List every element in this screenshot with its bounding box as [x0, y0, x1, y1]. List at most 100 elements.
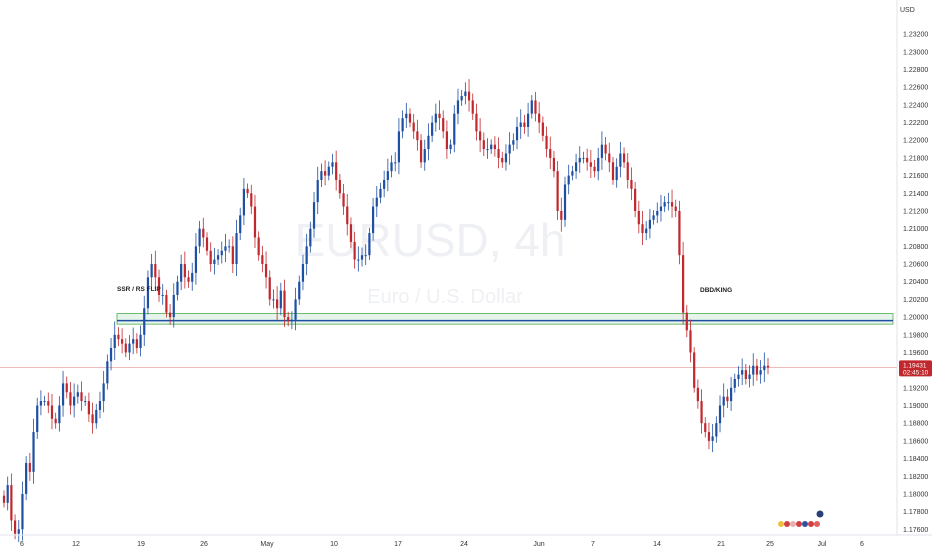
candle-body: [224, 246, 227, 251]
candle-body: [766, 365, 770, 368]
candle-body: [670, 202, 674, 207]
event-flag-icon[interactable]: [808, 521, 814, 527]
candle-body: [228, 246, 231, 248]
y-tick-label: 1.21200: [903, 208, 928, 215]
event-flag-icon[interactable]: [784, 521, 790, 527]
candle-body: [390, 162, 393, 172]
candle-body: [298, 281, 301, 300]
candle-body: [61, 383, 65, 406]
candle-body: [508, 144, 511, 154]
candle-body: [32, 432, 35, 472]
candle-body: [124, 343, 127, 353]
economic-events-icons[interactable]: [778, 510, 824, 528]
candle-body: [586, 157, 589, 163]
time-axis[interactable]: 6 12 19 26 May 10 17 24 Jun 7 14 21 25 Jul 6: [0, 534, 932, 548]
event-flag-icon[interactable]: [796, 521, 802, 527]
y-tick-label: 1.22600: [903, 85, 928, 92]
candle-body: [102, 383, 105, 402]
candle-body: [622, 153, 626, 163]
y-tick-label: 1.22200: [903, 120, 928, 127]
candle-body: [305, 246, 308, 265]
candle-body: [504, 153, 508, 163]
x-tick-label: 21: [717, 541, 725, 548]
candle-body: [689, 330, 692, 353]
supply-demand-zone[interactable]: [116, 313, 894, 325]
candle-body: [95, 409, 98, 424]
y-tick-label: 1.18200: [903, 474, 928, 481]
candle-body: [323, 171, 327, 176]
candle-body: [386, 171, 389, 181]
candle-body: [43, 401, 46, 403]
event-flag-icon[interactable]: [790, 521, 796, 527]
candle-body: [120, 339, 124, 344]
candle-body: [194, 246, 198, 273]
candle-body: [556, 171, 559, 211]
candle-body: [667, 202, 670, 204]
candle-body: [216, 255, 220, 260]
candle-body: [132, 339, 135, 344]
candle-body: [231, 246, 234, 265]
price-axis[interactable]: USD 1.17600 1.17800 1.18000 1.18200 1.18400 1…: [896, 0, 928, 535]
candle-body: [408, 113, 412, 123]
candle-body: [139, 334, 142, 349]
currency-label: USD: [900, 7, 915, 14]
candle-body: [497, 149, 500, 158]
candle-body: [73, 396, 76, 406]
candle-body: [615, 166, 618, 181]
candle-body: [741, 370, 744, 375]
candle-body: [209, 250, 212, 265]
candle-body: [574, 162, 578, 172]
event-flag-icon[interactable]: [778, 521, 784, 527]
candle-body: [449, 144, 452, 150]
candle-body: [128, 343, 131, 353]
candle-body: [25, 462, 28, 494]
candle-body: [168, 312, 172, 318]
y-tick-label: 1.18600: [903, 438, 928, 445]
candle-body: [213, 259, 216, 265]
candle-body: [729, 387, 733, 402]
event-flag-icon[interactable]: [816, 510, 824, 518]
candle-body: [656, 210, 659, 216]
candle-body: [678, 210, 681, 256]
candle-body: [198, 228, 201, 247]
candle-body: [150, 264, 153, 278]
candle-body: [759, 370, 762, 375]
candle-body: [560, 210, 563, 220]
candle-body: [416, 131, 419, 141]
candle-body: [69, 392, 72, 406]
candle-body: [91, 414, 94, 424]
x-tick-label: 6: [20, 541, 24, 548]
y-tick-label: 1.17600: [903, 527, 928, 534]
candle-body: [360, 255, 364, 260]
candle-body: [176, 281, 179, 295]
candle-body: [253, 206, 257, 238]
candle-body: [113, 334, 116, 349]
candle-body: [515, 126, 519, 141]
candle-body: [534, 100, 537, 114]
candle-body: [693, 352, 696, 388]
event-flag-icon[interactable]: [802, 521, 808, 527]
candle-body: [239, 215, 242, 234]
candle-body: [50, 405, 54, 419]
candle-body: [180, 264, 183, 282]
event-flag-icon[interactable]: [814, 521, 820, 527]
candle-body: [294, 299, 297, 320]
candle-body: [375, 197, 378, 207]
candle-body: [715, 423, 718, 437]
candle-body: [501, 157, 504, 163]
candle-body: [763, 365, 766, 371]
candle-body: [220, 250, 223, 256]
candle-body: [549, 149, 552, 158]
x-tick-label: 14: [653, 541, 661, 548]
candle-body: [172, 294, 175, 318]
candle-body: [752, 365, 755, 375]
candle-body: [379, 188, 382, 198]
candle-body: [383, 180, 386, 189]
candle-body: [442, 118, 445, 132]
y-tick-label: 1.22000: [903, 138, 928, 145]
candle-body: [438, 113, 441, 119]
candle-body: [157, 277, 161, 295]
candle-body: [434, 113, 437, 123]
